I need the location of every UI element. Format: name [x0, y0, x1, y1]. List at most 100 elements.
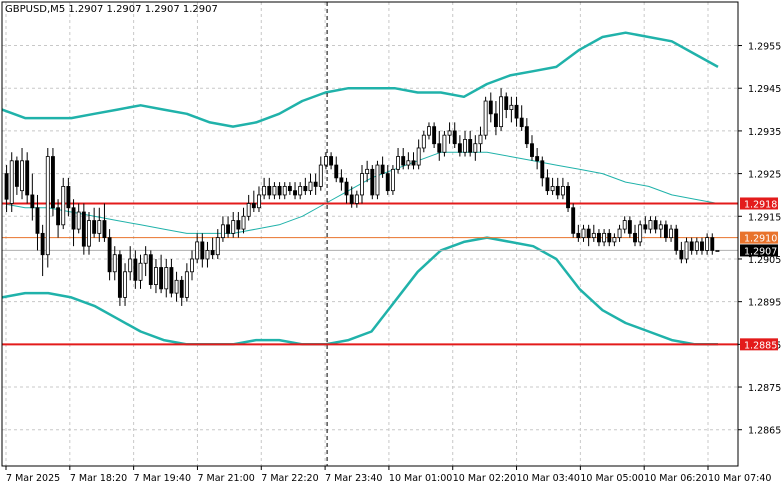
candle-body	[318, 164, 323, 187]
candle	[143, 246, 148, 277]
candle-body	[277, 186, 282, 196]
candle	[627, 216, 632, 238]
price-level-tag	[740, 197, 778, 210]
candle-body	[442, 134, 447, 153]
x-tick-label: 7 Mar 23:40	[325, 473, 382, 484]
candle-body	[14, 160, 19, 187]
candle-body	[689, 241, 694, 251]
candle	[555, 177, 560, 200]
candle-body	[509, 104, 514, 110]
candle	[390, 165, 395, 195]
candle-body	[452, 130, 457, 145]
candle	[612, 233, 617, 247]
candle	[117, 250, 122, 306]
candle-body	[71, 207, 76, 230]
candle-body	[607, 232, 612, 243]
candle-body	[81, 211, 86, 247]
x-tick-label: 7 Mar 2025	[6, 473, 60, 484]
candle	[365, 160, 370, 183]
candle	[71, 199, 76, 247]
candle-body	[190, 258, 194, 273]
candle	[602, 229, 607, 247]
candle-body	[705, 237, 710, 251]
candle-body	[9, 160, 14, 204]
candle	[40, 224, 45, 277]
candle-body	[468, 139, 473, 153]
candle	[205, 241, 210, 268]
candle-body	[184, 271, 189, 298]
candle	[669, 224, 674, 242]
candle-body	[56, 207, 61, 226]
candle-body	[524, 126, 529, 145]
candle	[9, 152, 14, 213]
candle-body	[112, 254, 117, 273]
candle	[385, 165, 390, 195]
candle	[648, 216, 653, 234]
candle-body	[267, 186, 272, 196]
candle-body	[246, 203, 251, 217]
y-tick-label: 1.2895	[748, 298, 781, 309]
candle	[133, 250, 138, 289]
candle-body	[92, 220, 97, 234]
candle	[76, 203, 81, 234]
candle	[97, 207, 102, 242]
candle	[154, 258, 158, 294]
candle-body	[710, 237, 715, 251]
candle	[416, 139, 421, 170]
candle-body	[663, 224, 668, 239]
bollinger-lower-line	[1, 236, 718, 346]
candle-body	[447, 130, 452, 136]
candle-body	[241, 215, 246, 230]
candle-body	[293, 190, 297, 196]
candle-body	[478, 134, 483, 145]
candle	[231, 212, 236, 238]
candle-body	[627, 220, 632, 234]
candle	[432, 122, 437, 148]
candle-body	[421, 134, 426, 149]
candle-body	[148, 254, 153, 285]
candle-body	[581, 228, 586, 239]
candle	[4, 165, 9, 213]
candle	[200, 233, 205, 268]
x-tick-label: 7 Mar 21:00	[197, 473, 254, 484]
candle	[550, 177, 555, 195]
candle	[457, 135, 462, 157]
candle	[35, 194, 40, 251]
candle-body	[633, 232, 637, 243]
candle	[607, 229, 612, 247]
candle-body	[344, 181, 349, 196]
candle	[530, 135, 534, 161]
candle-body	[540, 160, 545, 179]
candle-body	[200, 241, 205, 260]
candle-body	[133, 258, 138, 281]
candle	[14, 156, 19, 195]
candle-body	[504, 96, 509, 110]
candle	[710, 233, 715, 255]
candle	[509, 96, 514, 123]
candle	[262, 177, 267, 200]
candle	[560, 177, 565, 200]
candle	[179, 276, 184, 306]
candle-body	[674, 228, 679, 251]
candle-body	[457, 143, 462, 153]
candle	[545, 169, 550, 195]
candle-body	[694, 241, 699, 251]
candle-body	[179, 279, 184, 298]
candle	[658, 220, 663, 238]
candle-body	[20, 160, 24, 192]
candle-body	[370, 168, 375, 196]
candle-body	[226, 224, 231, 234]
candle-body	[535, 156, 540, 162]
grid-lines	[2, 2, 738, 466]
candle	[638, 220, 643, 247]
candles	[4, 88, 720, 306]
candle-body	[205, 250, 210, 260]
candle-body	[390, 168, 395, 192]
candle-body	[107, 237, 112, 273]
candle	[61, 177, 66, 230]
y-tick-label: 1.2955	[748, 42, 781, 53]
candle	[468, 130, 473, 157]
candle-body	[4, 173, 9, 200]
